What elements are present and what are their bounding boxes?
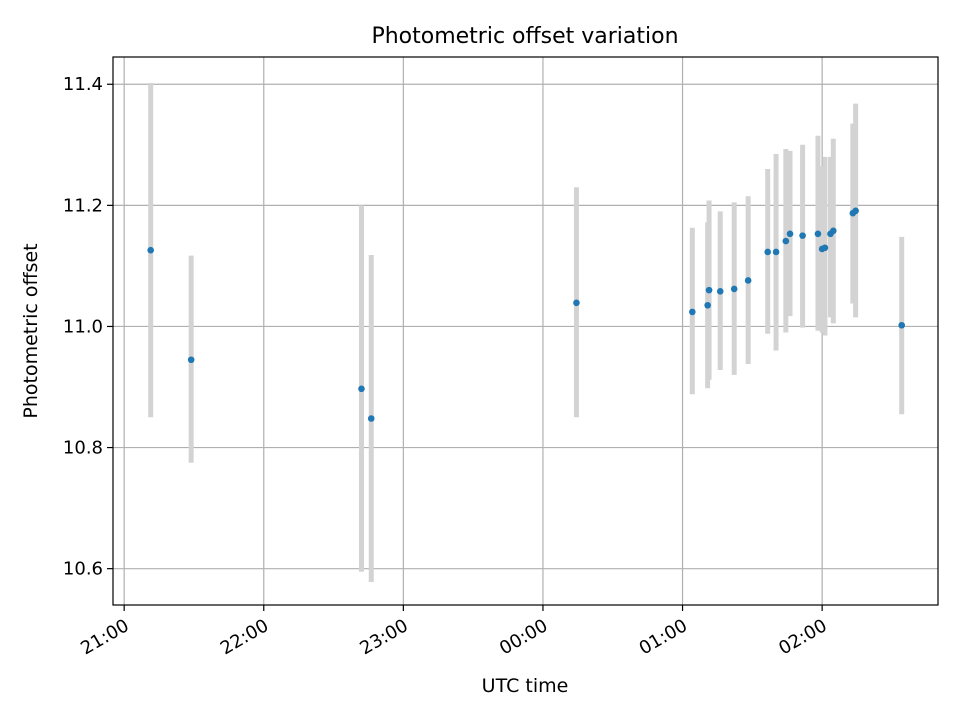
data-point bbox=[852, 207, 859, 215]
data-point bbox=[147, 246, 154, 254]
data-point bbox=[782, 237, 790, 245]
data-point bbox=[764, 248, 771, 256]
data-point bbox=[187, 356, 195, 364]
data-point bbox=[705, 286, 713, 294]
data-point bbox=[358, 385, 365, 393]
data-point bbox=[367, 415, 375, 422]
y-tick-label: 11.4 bbox=[63, 74, 103, 95]
data-point bbox=[716, 288, 724, 295]
y-tick-label: 10.8 bbox=[63, 438, 103, 459]
x-axis-label: UTC time bbox=[482, 675, 569, 697]
data-point bbox=[730, 285, 738, 293]
y-axis-ticks: 10.6 10.8 11.0 11.2 11.4 bbox=[63, 74, 113, 580]
data-point bbox=[786, 230, 794, 238]
data-point bbox=[799, 232, 806, 239]
data-point bbox=[830, 227, 837, 235]
y-axis-label: Photometric offset bbox=[20, 243, 42, 418]
data-point bbox=[814, 230, 822, 238]
data-point bbox=[821, 244, 829, 252]
y-tick-label: 10.6 bbox=[63, 559, 103, 580]
chart-title: Photometric offset variation bbox=[371, 24, 678, 49]
data-point bbox=[772, 248, 780, 256]
data-point bbox=[744, 277, 752, 284]
data-point bbox=[704, 301, 711, 309]
plot-frame bbox=[112, 56, 939, 606]
data-point bbox=[689, 308, 696, 316]
data-point bbox=[898, 321, 906, 329]
data-point bbox=[573, 299, 580, 307]
data-points bbox=[147, 207, 906, 422]
y-tick-label: 11.2 bbox=[63, 195, 103, 216]
y-tick-label: 11.0 bbox=[63, 316, 103, 337]
